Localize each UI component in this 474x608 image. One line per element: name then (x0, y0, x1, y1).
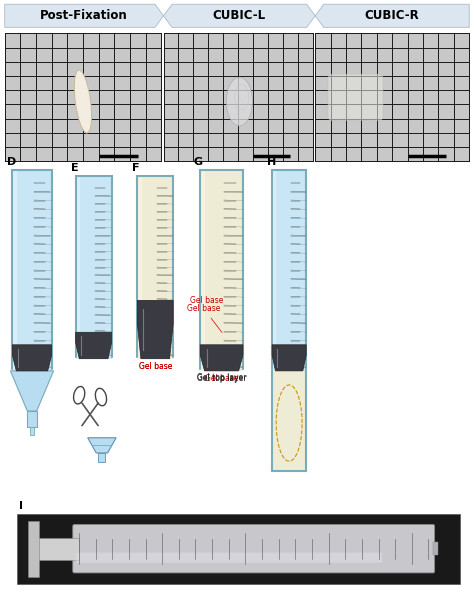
Polygon shape (137, 300, 173, 359)
Text: I: I (19, 501, 23, 511)
Text: Gel base: Gel base (138, 362, 172, 371)
Polygon shape (5, 4, 164, 27)
Bar (12, 170, 17, 371)
Polygon shape (272, 345, 306, 371)
Polygon shape (12, 345, 52, 371)
Bar (27, 411, 36, 427)
FancyBboxPatch shape (328, 74, 383, 120)
Bar (27, 520, 39, 576)
FancyBboxPatch shape (73, 525, 435, 573)
Bar (5, 33, 161, 161)
Text: Gel base: Gel base (187, 304, 222, 333)
Text: Gel base: Gel base (138, 362, 172, 371)
Bar (34, 537, 79, 560)
Text: C: C (318, 0, 326, 2)
Bar (272, 371, 306, 471)
Bar (17, 514, 460, 584)
Text: G: G (194, 157, 203, 167)
Text: B: B (166, 0, 174, 2)
Text: Gel top layer: Gel top layer (197, 374, 246, 383)
Text: Gel top layer: Gel top layer (197, 373, 246, 382)
Polygon shape (10, 371, 54, 411)
Bar (137, 176, 142, 359)
FancyBboxPatch shape (76, 553, 382, 563)
Bar (30, 427, 34, 435)
Text: Gel base: Gel base (190, 296, 223, 305)
Bar (315, 33, 469, 161)
Bar (272, 170, 306, 371)
Ellipse shape (74, 70, 91, 133)
Polygon shape (164, 4, 315, 27)
Bar (272, 170, 276, 371)
Text: CUBIC-L: CUBIC-L (213, 9, 266, 22)
Bar (76, 176, 80, 359)
Text: A: A (7, 0, 16, 2)
Polygon shape (315, 4, 469, 27)
Text: Post-Fixation: Post-Fixation (40, 9, 128, 22)
Polygon shape (88, 438, 116, 453)
Text: H: H (267, 157, 277, 167)
Text: F: F (132, 163, 140, 173)
Polygon shape (76, 333, 111, 359)
Text: E: E (71, 163, 78, 173)
Bar (137, 176, 173, 359)
Polygon shape (200, 345, 243, 371)
Bar (164, 33, 313, 161)
Bar (12, 170, 52, 371)
Bar (433, 542, 438, 556)
Text: CUBIC-R: CUBIC-R (365, 9, 419, 22)
Text: Gel base: Gel base (205, 374, 238, 383)
Bar (76, 176, 111, 359)
Bar (99, 453, 105, 462)
Ellipse shape (227, 77, 252, 126)
Bar (200, 170, 243, 371)
Bar (200, 170, 205, 371)
Text: D: D (7, 157, 16, 167)
